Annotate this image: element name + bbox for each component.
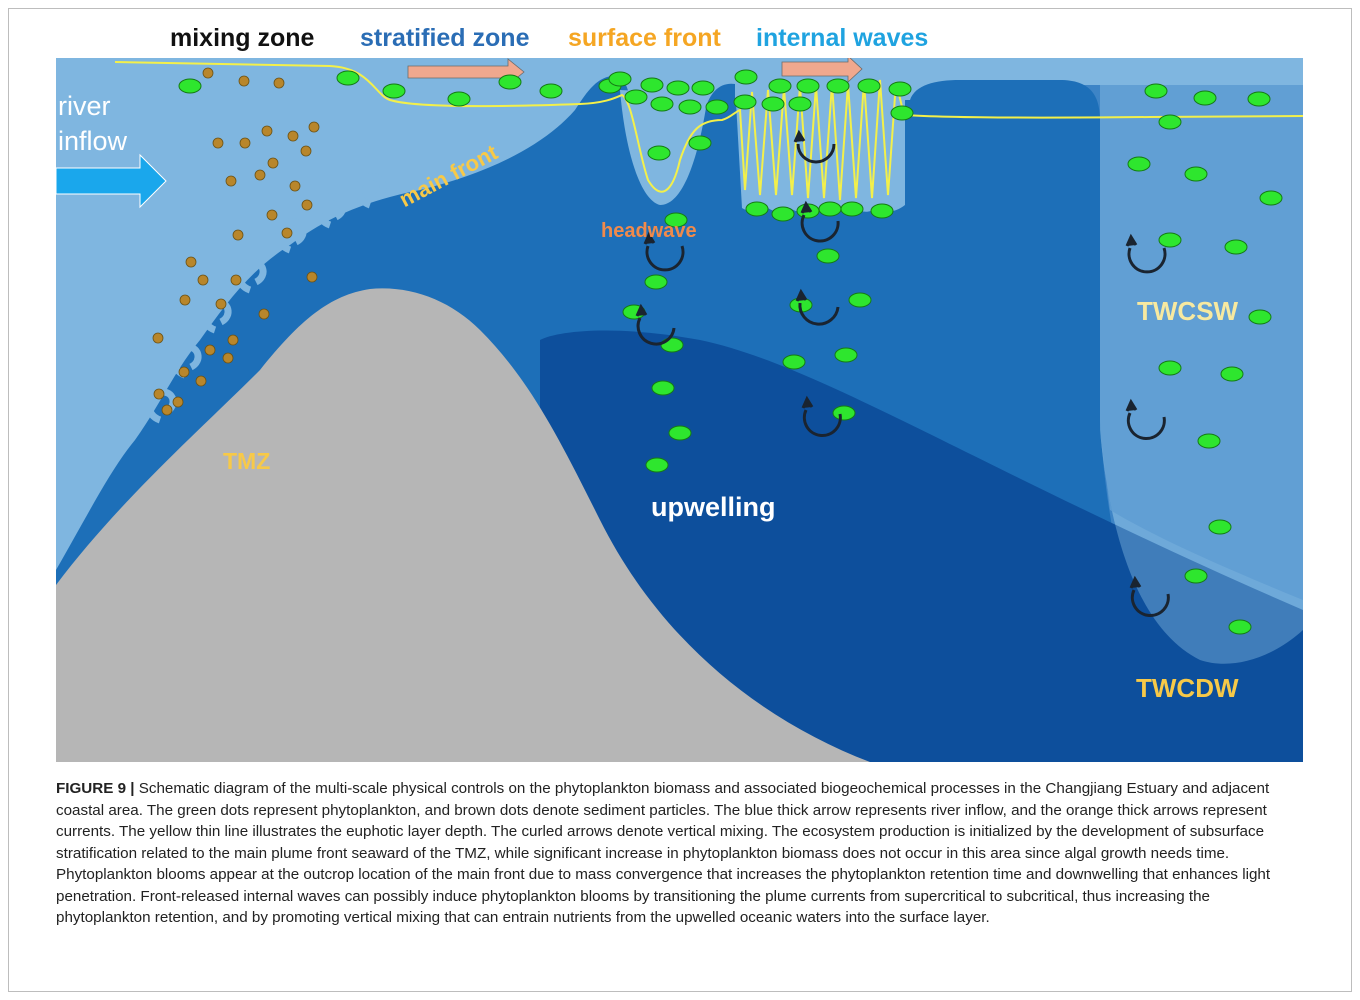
- headwave-label: headwave: [601, 220, 697, 242]
- seabed-shoal: [56, 288, 870, 762]
- surface-front-header: surface front: [568, 24, 721, 52]
- twcsw-bottom-blend: [1100, 430, 1303, 664]
- twcsw-label: TWCSW: [1137, 296, 1239, 326]
- tmz-label: TMZ: [223, 448, 271, 474]
- river-inflow-label-line2: inflow: [58, 126, 128, 156]
- vertical-mixing-arrows: [635, 129, 1170, 617]
- figure-caption: FIGURE 9 | Schematic diagram of the mult…: [56, 778, 1306, 929]
- river-inflow-label-line1: river: [58, 91, 111, 121]
- upwelling-label: upwelling: [651, 492, 776, 522]
- surface-offshore-body: [905, 80, 1100, 420]
- twcdw-label: TWCDW: [1136, 673, 1239, 703]
- sediment-particles: [152, 67, 320, 416]
- internal-waves-header: internal waves: [756, 24, 929, 52]
- twcsw-inner: [1100, 85, 1303, 664]
- current-arrow-2: [781, 58, 863, 83]
- schematic-diagram: [56, 58, 1303, 762]
- mixing-zone-header: mixing zone: [170, 24, 315, 52]
- stratified-zone-header: stratified zone: [360, 24, 530, 52]
- caption-text: Schematic diagram of the multi-scale phy…: [56, 780, 1271, 926]
- euphotic-depth-line: [114, 61, 1303, 201]
- main-front-curls: [145, 173, 387, 424]
- surface-layer-offshore: [560, 58, 1303, 84]
- river-inflow-arrow: [56, 153, 167, 209]
- deep-water: [540, 330, 1303, 762]
- phytoplankton: [178, 69, 1283, 635]
- figure-label: FIGURE 9 |: [56, 780, 135, 797]
